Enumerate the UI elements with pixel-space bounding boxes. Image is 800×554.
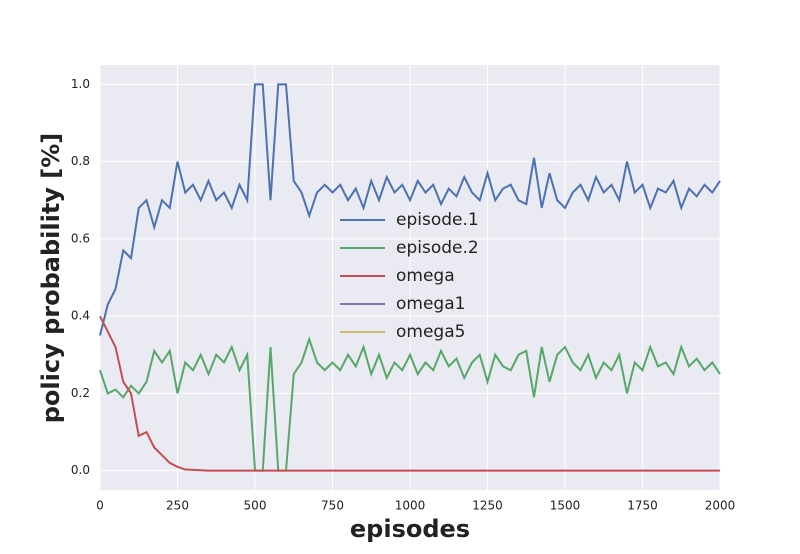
legend-label: episode.2 <box>396 238 479 258</box>
y-tick-label: 0.8 <box>71 154 90 168</box>
y-tick-label: 0.4 <box>71 309 90 323</box>
y-axis-label: policy probability [%] <box>37 133 65 424</box>
y-tick-label: 0.0 <box>71 463 90 477</box>
legend-label: omega5 <box>396 322 465 342</box>
x-axis-label: episodes <box>350 515 470 543</box>
x-tick-label: 250 <box>166 499 189 513</box>
series-line <box>99 315 720 472</box>
x-tick-label: 1250 <box>472 499 503 513</box>
legend-label: omega1 <box>396 294 465 314</box>
legend-label: omega <box>396 266 455 286</box>
x-tick-label: 2000 <box>705 499 736 513</box>
y-tick-label: 0.6 <box>71 231 90 245</box>
x-tick-label: 1750 <box>627 499 658 513</box>
x-tick-label: 500 <box>244 499 267 513</box>
x-tick-label: 1000 <box>395 499 426 513</box>
x-tick-label: 1500 <box>550 499 581 513</box>
y-tick-label: 1.0 <box>71 77 90 91</box>
y-tick-label: 0.2 <box>71 386 90 400</box>
x-tick-label: 750 <box>321 499 344 513</box>
legend-label: episode.1 <box>396 210 479 230</box>
series-line <box>99 336 721 472</box>
series-line <box>99 83 721 336</box>
x-tick-label: 0 <box>96 499 104 513</box>
